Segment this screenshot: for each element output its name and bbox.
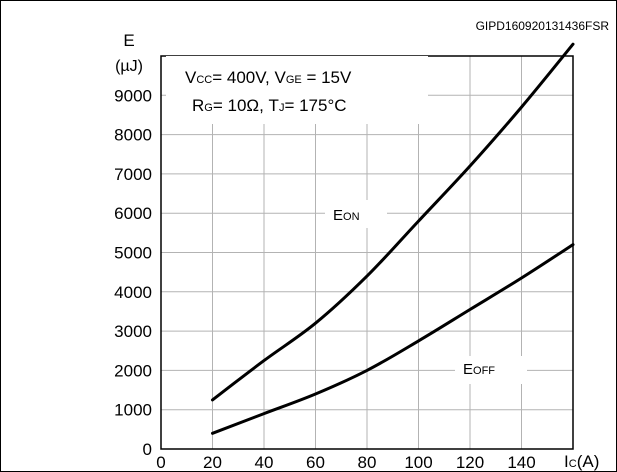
eoff-label-sub: OFF	[473, 365, 495, 377]
conditions-line-2: RG= 10Ω, TJ= 175°C	[192, 96, 347, 115]
eon-label-main: E	[333, 207, 343, 224]
x-tick-label-5: 100	[404, 453, 432, 472]
x-tick-label-2: 40	[255, 453, 274, 472]
cond2-end: = 175°C	[284, 96, 346, 115]
y-tick-label-6: 6000	[114, 204, 152, 223]
x-axis-label-sub: C	[569, 458, 577, 470]
y-tick-label-1: 1000	[114, 401, 152, 420]
x-tick-label-4: 80	[358, 453, 377, 472]
series-curves	[211, 42, 575, 435]
x-axis-label: IC(A)	[564, 452, 599, 471]
x-tick-labels: 0 20 40 60 80 100 120 140	[156, 453, 535, 472]
y-tick-label-8: 8000	[114, 126, 152, 145]
series-line-eoff	[211, 243, 575, 435]
eoff-label: EOFF	[463, 361, 495, 378]
eon-label-sub: ON	[343, 211, 360, 223]
x-tick-label-7: 140	[507, 453, 535, 472]
x-tick-label-6: 120	[456, 453, 484, 472]
eoff-label-main: E	[463, 361, 473, 378]
y-axis-unit: (µJ)	[115, 58, 143, 75]
eon-label: EON	[333, 207, 360, 224]
figure-code: GIPD160920131436FSR	[476, 19, 610, 33]
cond2-rg-sub: G	[204, 102, 213, 114]
cond1-vcc-sub: CC	[196, 74, 212, 86]
y-tick-label-9: 9000	[114, 86, 152, 105]
x-axis-label-unit: (A)	[577, 452, 600, 471]
cond1-vge-sub: GE	[286, 74, 302, 86]
cond1-end: = 15V	[302, 68, 352, 87]
cond2-tj-sub: J	[279, 102, 285, 114]
y-axis-label: E	[123, 31, 134, 50]
conditions-line-1: VCC= 400V, VGE = 15V	[185, 68, 352, 87]
y-tick-labels: 0 1000 2000 3000 4000 5000 6000 7000 8000 9000	[114, 86, 152, 459]
y-tick-label-0: 0	[143, 440, 152, 459]
cond2-mid: = 10Ω, T	[213, 96, 279, 115]
x-tick-label-1: 20	[203, 453, 222, 472]
x-axis-label-main: I	[564, 452, 569, 471]
y-tick-label-3: 3000	[114, 322, 152, 341]
y-tick-label-7: 7000	[114, 165, 152, 184]
cond1-mid: = 400V, V	[212, 68, 286, 87]
eon-label-bg	[325, 200, 387, 228]
conditions-box	[166, 56, 428, 124]
cond1-vcc: V	[185, 68, 197, 87]
y-tick-label-2: 2000	[114, 361, 152, 380]
y-tick-label-4: 4000	[114, 283, 152, 302]
x-tick-label-3: 60	[306, 453, 325, 472]
x-tick-label-0: 0	[156, 453, 165, 472]
y-tick-label-5: 5000	[114, 244, 152, 263]
eoff-label-bg	[455, 356, 527, 384]
cond2-rg: R	[192, 96, 204, 115]
series-line-eon	[211, 42, 575, 402]
